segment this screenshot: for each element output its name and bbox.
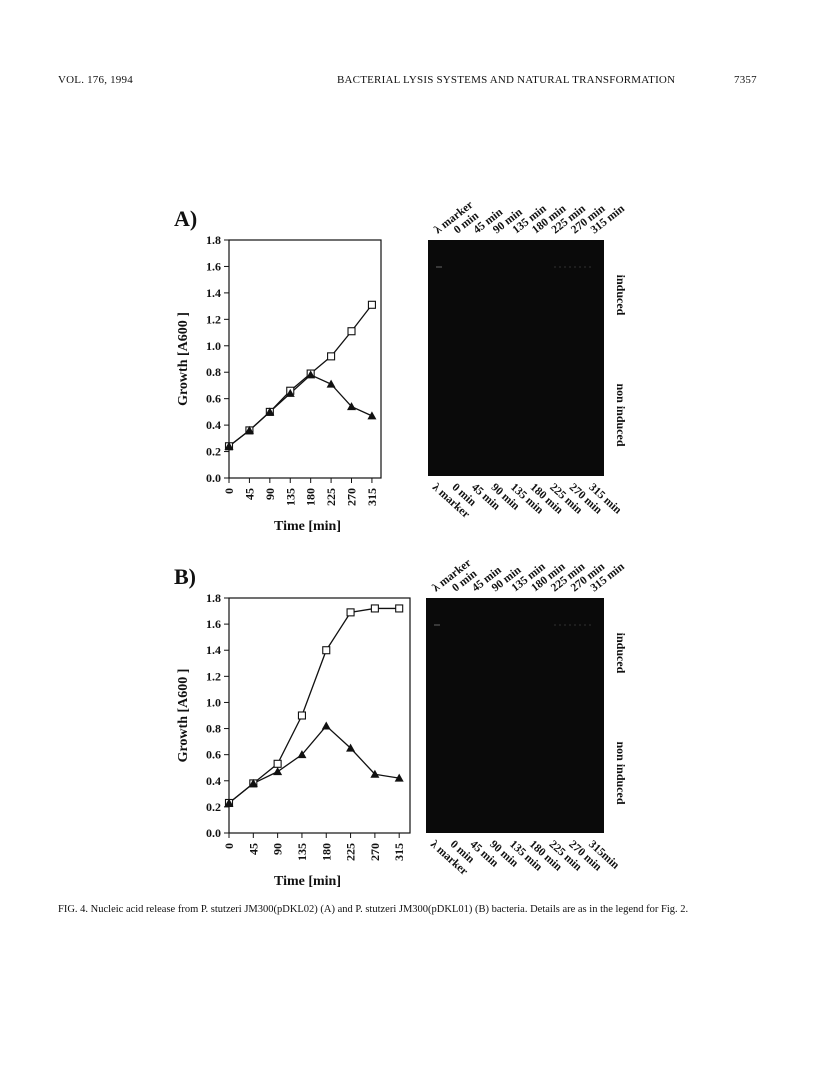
y-tick-label: 0.8: [206, 365, 221, 379]
gel-image: [428, 240, 604, 476]
square-marker: [273, 759, 282, 768]
triangle-marker: [297, 750, 307, 759]
y-tick-label: 0.6: [206, 392, 221, 406]
y-tick-label: 1.8: [206, 591, 221, 605]
x-tick-label: 135: [283, 488, 297, 506]
y-tick-label: 1.0: [206, 339, 221, 353]
y-tick-label: 1.6: [206, 617, 221, 631]
x-tick-label: 270: [368, 843, 382, 861]
triangle-marker: [244, 425, 254, 434]
triangle-marker: [326, 379, 336, 388]
y-tick-label: 1.0: [206, 695, 221, 709]
page-number: 7357: [734, 74, 757, 86]
gel-row-label: non induced: [614, 741, 628, 804]
x-tick-label: 0: [222, 488, 236, 494]
triangle-marker: [367, 411, 377, 420]
x-tick-label: 180: [319, 843, 333, 861]
y-tick-label: 0.4: [206, 418, 221, 432]
x-tick-label: 225: [344, 843, 358, 861]
y-tick-label: 0.4: [206, 774, 221, 788]
x-tick-label: 0: [222, 843, 236, 849]
triangle-marker: [306, 370, 316, 379]
triangle-marker: [370, 769, 380, 778]
triangle-marker: [224, 798, 234, 807]
series-line: [228, 725, 400, 804]
y-tick-label: 1.4: [206, 643, 221, 657]
x-axis-label: Time [min]: [274, 874, 341, 889]
gel-image: [426, 598, 604, 833]
square-marker: [395, 604, 404, 613]
y-tick-label: 1.2: [206, 312, 221, 326]
panel-label: A): [174, 206, 197, 231]
y-tick-label: 0.2: [206, 800, 221, 814]
triangle-marker: [248, 778, 258, 787]
x-tick-label: 180: [304, 488, 318, 506]
running-head-title: BACTERIAL LYSIS SYSTEMS AND NATURAL TRAN…: [337, 74, 676, 86]
plot-frame: [228, 239, 382, 479]
series-line: [228, 374, 373, 447]
y-tick-label: 1.2: [206, 669, 221, 683]
y-tick-label: 1.6: [206, 259, 221, 273]
x-tick-label: 90: [263, 488, 277, 500]
triangle-marker: [224, 441, 234, 450]
y-tick-label: 0.6: [206, 748, 221, 762]
square-marker: [327, 352, 336, 361]
panel-label: B): [174, 564, 196, 589]
y-tick-label: 0.8: [206, 722, 221, 736]
y-tick-label: 0.0: [206, 471, 221, 485]
x-tick-label: 315: [392, 843, 406, 861]
square-marker: [370, 604, 379, 613]
gel-row-label: non induced: [614, 383, 628, 446]
square-marker: [346, 608, 355, 617]
y-tick-label: 1.8: [206, 233, 221, 247]
y-tick-label: 0.0: [206, 826, 221, 840]
triangle-marker: [285, 388, 295, 397]
y-tick-label: 1.4: [206, 286, 221, 300]
y-tick-label: 0.2: [206, 445, 221, 459]
x-tick-label: 90: [271, 843, 285, 855]
triangle-marker: [394, 773, 404, 782]
triangle-marker: [321, 721, 331, 730]
square-marker: [322, 646, 331, 655]
square-marker: [297, 711, 306, 720]
square-marker: [347, 327, 356, 336]
triangle-marker: [347, 402, 357, 411]
triangle-marker: [265, 407, 275, 416]
x-tick-label: 315: [365, 488, 379, 506]
gel-row-label: induced: [614, 633, 628, 674]
x-tick-label: 135: [295, 843, 309, 861]
x-tick-label: 225: [324, 488, 338, 506]
y-axis-label: Growth [A600 ]: [176, 312, 191, 406]
triangle-marker: [273, 767, 283, 776]
series-line: [228, 607, 400, 804]
x-tick-label: 45: [246, 843, 260, 855]
triangle-marker: [346, 743, 356, 752]
y-axis-label: Growth [A600 ]: [176, 669, 191, 763]
x-tick-label: 270: [345, 488, 359, 506]
figure-caption: FIG. 4. Nucleic acid release from P. stu…: [58, 904, 689, 915]
series-line: [228, 304, 373, 447]
square-marker: [367, 300, 376, 309]
gel-row-label: induced: [614, 275, 628, 316]
x-axis-label: Time [min]: [274, 519, 341, 534]
running-head-left: VOL. 176, 1994: [58, 74, 133, 86]
x-tick-label: 45: [242, 488, 256, 500]
plot-frame: [228, 597, 411, 834]
